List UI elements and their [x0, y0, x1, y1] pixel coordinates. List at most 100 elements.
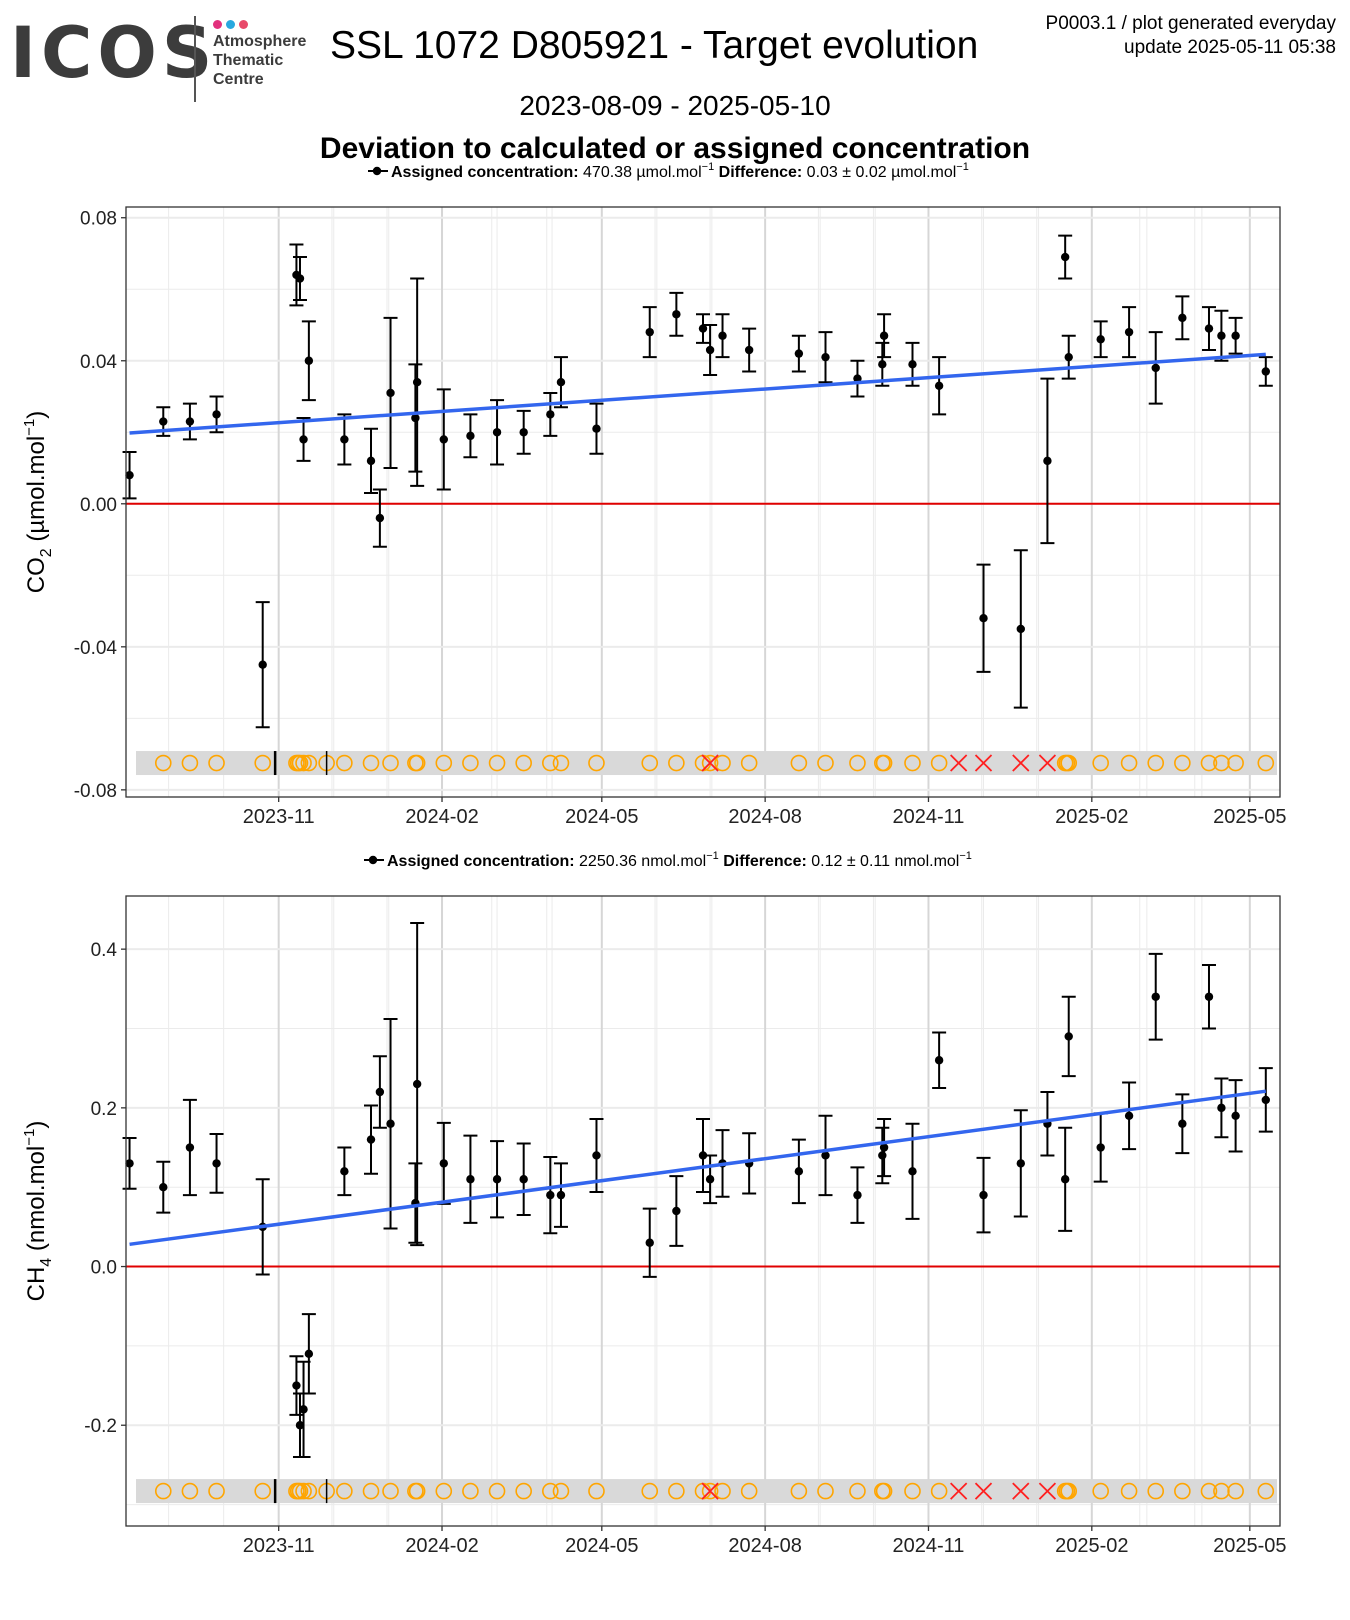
logo-dots [213, 16, 252, 29]
data-point [1217, 1103, 1226, 1113]
data-point [698, 1151, 708, 1160]
flag-ok-marker [641, 1482, 659, 1500]
trend-line [129, 1089, 1267, 1247]
x-tick-label: 2025-05 [1213, 806, 1286, 828]
flag-ok-marker [552, 1482, 570, 1500]
y-tick-label: -0.08 [74, 781, 117, 802]
data-point [466, 431, 475, 441]
data-point [794, 1167, 804, 1176]
data-point [794, 349, 804, 358]
flag-ok-marker [382, 754, 399, 772]
flag-bad-marker [701, 1482, 719, 1500]
data-point [1204, 992, 1214, 1001]
flag-ok-marker [740, 1482, 758, 1500]
data-point [1261, 367, 1270, 376]
flag-bad-marker [701, 754, 719, 772]
y-tick-label: 0.4 [91, 940, 118, 961]
logo-dot [213, 20, 222, 29]
legend-text: Assigned concentration: 2250.36 nmol.mol… [387, 850, 972, 870]
flag-ok-marker [1174, 1482, 1191, 1500]
plot-border [125, 895, 1281, 1527]
flag-ok-marker [382, 1482, 399, 1500]
y-tick-label: 0.2 [91, 1099, 117, 1120]
data-point [1178, 313, 1187, 323]
flag-ok-marker [462, 1482, 479, 1500]
data-point [1064, 1032, 1073, 1041]
legend-key-point [368, 855, 378, 865]
data-point [645, 327, 654, 337]
data-point [295, 274, 305, 283]
flag-ok-marker [1147, 754, 1165, 772]
data-point [1060, 252, 1070, 262]
data-point [304, 1349, 314, 1359]
flag-ok-marker [1060, 754, 1078, 772]
flag-ok-marker [462, 754, 479, 772]
flag-ok-marker [300, 754, 318, 772]
data-point [698, 324, 708, 333]
flag-ok-marker [515, 754, 532, 772]
legend-label: Assigned concentration: [391, 164, 579, 181]
data-point [1016, 1159, 1025, 1168]
data-point [556, 378, 566, 387]
y-tick-label: 0.04 [80, 352, 117, 373]
flag-ok-marker [208, 1482, 225, 1500]
flag-ok-marker [588, 754, 605, 772]
flag-ok-marker [641, 754, 659, 772]
flag-ok-marker [701, 1482, 719, 1500]
flag-bad-marker [1038, 754, 1057, 772]
flag-ok-marker [849, 754, 866, 772]
flag-bad-marker [974, 754, 993, 772]
x-tick-label: 2024-05 [565, 806, 638, 828]
x-tick-label: 2023-11 [243, 1535, 315, 1557]
flag-bad-marker [1012, 1482, 1030, 1500]
flag-ok-marker [1200, 754, 1218, 772]
flag-ok-marker [1174, 754, 1191, 772]
logo-line: Thematic [213, 52, 284, 69]
flag-ok-marker [408, 754, 426, 772]
flag-ok-marker [1120, 1482, 1138, 1500]
data-point [340, 435, 349, 444]
flag-ok-marker [817, 1482, 834, 1500]
chart-panel: -0.2 0.0 0.2 0.4 2023-11 2024-02 2024-05 2024-0… [21, 850, 1287, 1557]
legend-diff-value: 0.12 ± 0.11 nmol.mol [807, 853, 960, 870]
x-tick-label: 2024-08 [728, 806, 801, 828]
y-label-subscript: 2 [38, 548, 55, 557]
data-point [366, 456, 376, 466]
data-point [411, 413, 420, 423]
flag-ok-marker [849, 1482, 866, 1500]
flag-ok-marker [435, 754, 453, 772]
data-point [744, 345, 754, 355]
flag-ok-marker [154, 754, 172, 772]
flag-ok-marker [1060, 1482, 1078, 1500]
data-point [546, 410, 555, 419]
y-label-superscript: −1 [21, 419, 38, 436]
flag-ok-marker [295, 754, 312, 772]
flag-ok-marker [542, 1482, 559, 1500]
legend-superscript: −1 [702, 161, 715, 173]
data-point [375, 1087, 385, 1097]
flag-ok-marker [408, 1482, 426, 1500]
flag-ok-marker [488, 1482, 506, 1500]
legend-diff-value: 0.03 ± 0.02 µmol.mol [802, 164, 956, 181]
logo-subtitle: Atmosphere Thematic Centre [213, 32, 306, 89]
data-point [212, 1159, 221, 1168]
flag-ok-marker [714, 754, 731, 772]
flag-ok-marker [181, 1482, 199, 1500]
data-point [492, 428, 502, 437]
data-point [366, 1135, 376, 1144]
flag-ok-marker [154, 1482, 172, 1500]
data-point [258, 660, 267, 669]
data-point [546, 1190, 555, 1200]
data-point [908, 1167, 917, 1176]
data-point [1204, 324, 1214, 333]
data-point [979, 1190, 988, 1200]
x-tick-label: 2024-11 [893, 806, 965, 828]
data-point [672, 310, 681, 319]
flag-ok-marker [930, 754, 948, 772]
data-point [878, 1151, 887, 1160]
data-point [439, 435, 448, 444]
x-tick-label: 2024-11 [893, 1535, 965, 1557]
flag-ok-marker [1120, 754, 1138, 772]
legend-superscript: −1 [706, 850, 719, 862]
trend-line [129, 352, 1266, 435]
